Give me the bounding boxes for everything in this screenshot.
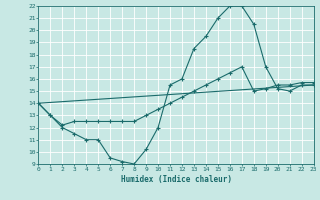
X-axis label: Humidex (Indice chaleur): Humidex (Indice chaleur) [121,175,231,184]
